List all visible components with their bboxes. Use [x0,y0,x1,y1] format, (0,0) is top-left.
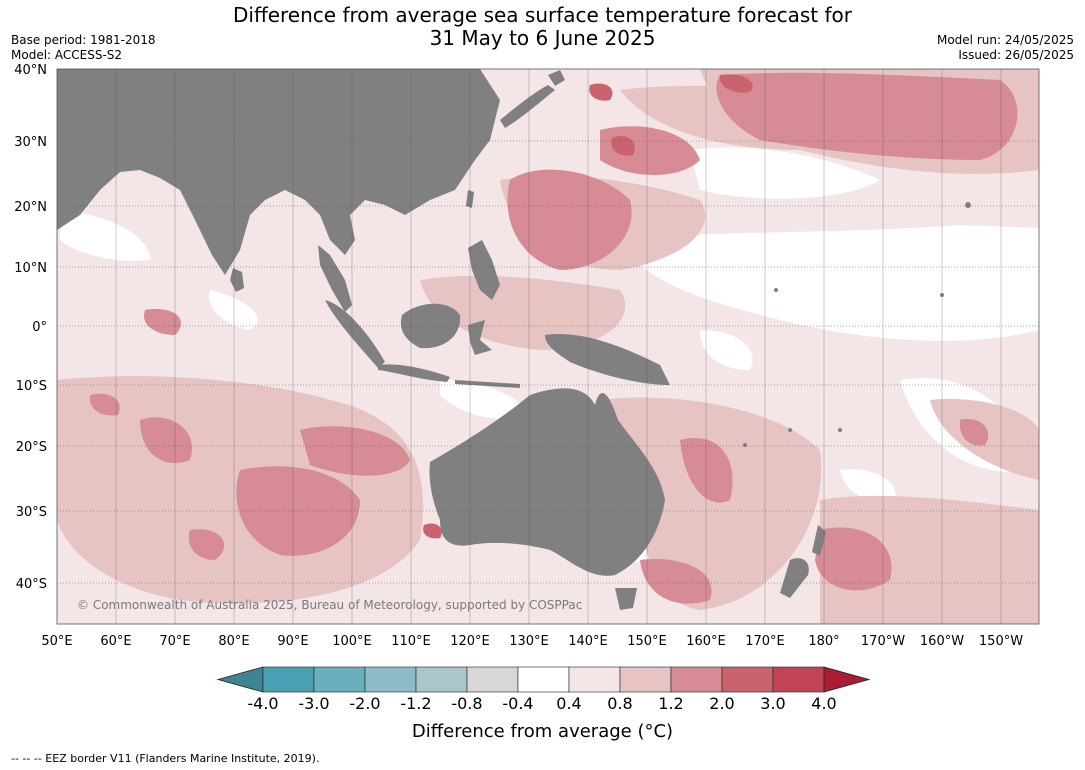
longitude-label: 110°E [391,634,431,649]
colorbar-tick-label: 3.0 [760,694,785,713]
latitude-label: 20°S [16,440,47,455]
longitude-label: 160°W [920,634,964,649]
colorbar-segment [772,666,825,693]
map-title: Difference from average sea surface temp… [0,4,1085,50]
longitude-label: 80°E [218,634,249,649]
latitude-label: 30°N [14,135,47,150]
longitude-label: 170°W [861,634,905,649]
colorbar-tick-label: -0.8 [451,694,482,713]
model-run: Model run: 24/05/2025 [936,33,1074,47]
colorbar-segment [466,666,519,693]
longitude-label: 170°E [745,634,785,649]
colorbar-tick-label: 4.0 [811,694,836,713]
longitude-label: 160°E [686,634,726,649]
longitude-label: 70°E [159,634,190,649]
colorbar-segment [721,666,774,693]
colorbar-segment [415,666,468,693]
longitude-label: 180° [808,634,839,649]
colorbar-tick-label: -2.0 [349,694,380,713]
meta-right: Model run: 24/05/2025 Issued: 26/05/2025 [937,33,1074,63]
issued-date: Issued: 26/05/2025 [958,48,1074,62]
title-line-1: Difference from average sea surface temp… [232,3,852,27]
colorbar-segment [517,666,570,693]
land-masses [57,69,971,610]
map-area [57,69,1039,624]
colorbar-segments [216,666,871,693]
copyright-credit: © Commonwealth of Australia 2025, Bureau… [77,598,583,612]
longitude-labels: 50°E 60°E 70°E 80°E 90°E 100°E 110°E 120°E 130°E… [41,634,1023,649]
colorbar-segment [313,666,366,693]
meta-left: Base period: 1981-2018 Model: ACCESS-S2 [11,33,156,63]
latitude-label: 0° [32,320,47,335]
graticule [57,69,1039,624]
colorbar-tick-label: -1.2 [400,694,431,713]
title-line-2: 31 May to 6 June 2025 [429,26,656,50]
longitude-label: 150°W [979,634,1023,649]
latitude-labels: 40°N 30°N 20°N 10°N 0° 10°S 20°S 30°S 40°S [14,63,47,592]
longitude-label: 60°E [100,634,131,649]
latitude-label: 40°N [14,63,47,78]
longitude-label: 140°E [568,634,608,649]
map-frame [56,68,1040,625]
longitude-label: 50°E [41,634,72,649]
colorbar-extend-low [216,666,264,693]
colorbar-segment [262,666,315,693]
longitude-label: 150°E [627,634,667,649]
longitude-label: 120°E [450,634,490,649]
colorbar-tick-label: -0.4 [502,694,533,713]
colorbar-segment [568,666,621,693]
base-period: Base period: 1981-2018 [11,33,156,47]
colorbar-tick-labels: -4.0 -3.0 -2.0 -1.2 -0.8 -0.4 0.4 0.8 1.2 2.0 3.0 4… [247,694,836,713]
longitude-label: 90°E [277,634,308,649]
colorbar-segment [670,666,723,693]
colorbar-tick-label: -4.0 [247,694,278,713]
latitude-label: 30°S [16,505,47,520]
latitude-label: 40°S [16,577,47,592]
colorbar-extend-high [823,666,871,693]
colorbar-tick-label: 0.4 [556,694,581,713]
latitude-label: 20°N [14,200,47,215]
latitude-label: 10°S [16,379,47,394]
colorbar-tick-label: 1.2 [658,694,683,713]
colorbar-tick-label: 2.0 [709,694,734,713]
colorbar-tick-label: 0.8 [607,694,632,713]
warm-band-2-0 [423,74,753,539]
latitude-label: 10°N [14,261,47,276]
longitude-label: 130°E [509,634,549,649]
colorbar-segment [619,666,672,693]
colorbar-tick-label: -3.0 [298,694,329,713]
longitude-label: 100°E [332,634,372,649]
model-name: Model: ACCESS-S2 [11,48,123,62]
colorbar-title: Difference from average (°C) [411,721,674,742]
colorbar-segment [364,666,417,693]
sst-anomaly-map: 40°N 30°N 20°N 10°N 0° 10°S 20°S 30°S 40°S 50°E 6… [14,63,1040,649]
eez-footnote: -- -- -- EEZ border V11 (Flanders Marine… [11,752,320,765]
